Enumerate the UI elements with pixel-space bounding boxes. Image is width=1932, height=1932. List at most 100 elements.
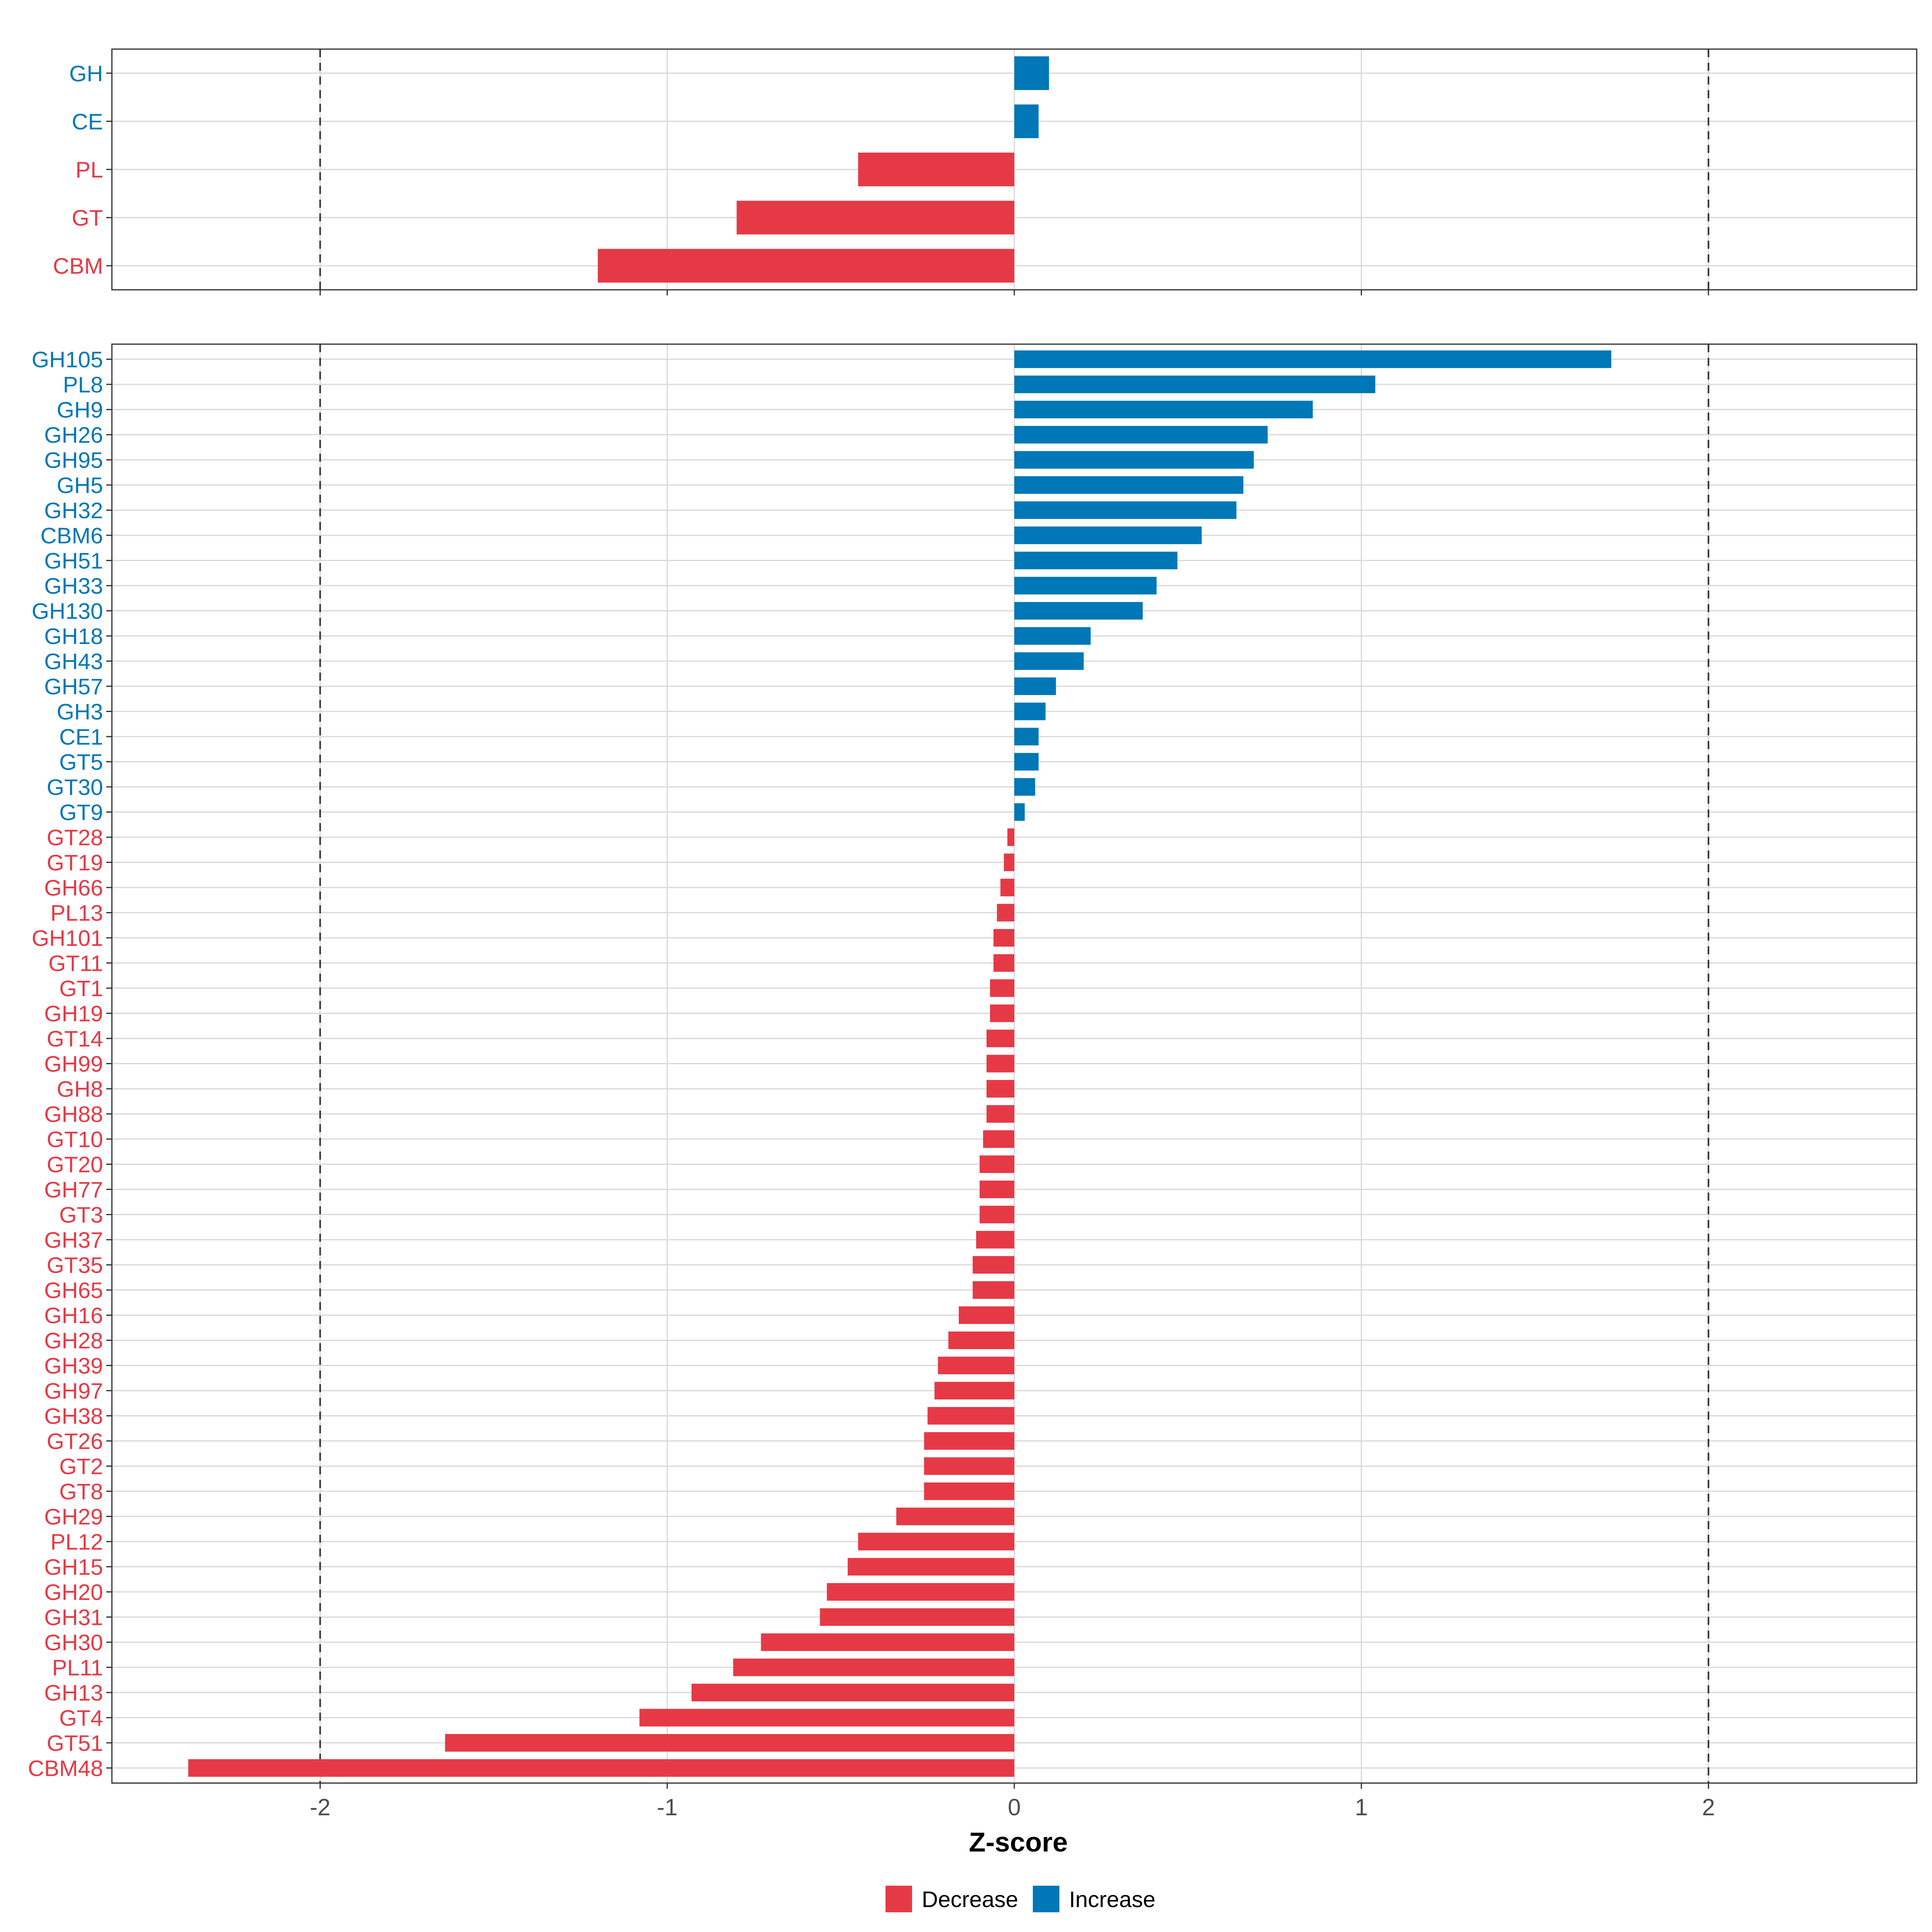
bar-GH51 [1014, 551, 1178, 570]
bar-GH30 [761, 1633, 1014, 1651]
bar-GT30 [1014, 778, 1035, 796]
bar-GT35 [972, 1256, 1014, 1274]
bar-CE1 [1014, 728, 1039, 745]
bar-CBM [598, 249, 1014, 283]
y-tick-label: CE1 [59, 724, 103, 749]
y-tick-label: GT11 [48, 951, 103, 976]
bottom-panel: GH105PL8GH9GH26GH95GH5GH32CBM6GH51GH33GH… [28, 343, 1918, 1784]
bar-GT51 [445, 1734, 1014, 1752]
bar-GH97 [934, 1382, 1014, 1399]
y-tick-label: GH65 [44, 1278, 103, 1303]
bar-GH88 [987, 1105, 1014, 1123]
y-tick-label: GH39 [44, 1353, 103, 1379]
bar-GH39 [938, 1356, 1014, 1375]
y-tick-label: PL11 [52, 1655, 103, 1680]
bar-PL8 [1014, 376, 1375, 393]
y-tick-label: PL12 [50, 1529, 103, 1554]
bar-GH65 [972, 1281, 1014, 1299]
y-tick-label: GT30 [47, 774, 103, 800]
x-tick-label: 1 [1355, 1794, 1368, 1821]
bar-GH19 [990, 1004, 1014, 1022]
bar-CBM6 [1014, 526, 1202, 544]
bar-GT1 [990, 979, 1014, 997]
bar-GH13 [691, 1684, 1014, 1701]
y-tick-label: GH18 [44, 623, 103, 649]
y-tick-label: GH43 [44, 649, 103, 674]
x-axis: -2 -1 0 1 2 [310, 1783, 1715, 1821]
y-tick-label: GH38 [44, 1404, 103, 1429]
y-tick-label: GH16 [44, 1303, 103, 1328]
bar-CBM48 [188, 1759, 1014, 1777]
y-tick-label: GT35 [47, 1253, 103, 1278]
y-tick-label: GT2 [59, 1454, 103, 1479]
y-tick-label: GT20 [47, 1152, 103, 1177]
y-tick-label: PL [76, 157, 103, 182]
y-tick-label: GH37 [44, 1227, 103, 1253]
bar-GT28 [1007, 828, 1014, 846]
bar-GH130 [1014, 602, 1143, 620]
bar-PL [858, 153, 1014, 186]
x-tick-label: -1 [657, 1794, 678, 1821]
y-tick-label: GH33 [44, 573, 103, 599]
y-tick-label: GT14 [47, 1026, 103, 1051]
y-tick-label: GH19 [44, 1001, 103, 1026]
bar-CE [1014, 104, 1039, 138]
y-tick-label: GH77 [44, 1177, 103, 1202]
bar-GH31 [820, 1608, 1014, 1626]
y-tick-label: GT1 [59, 976, 103, 1001]
bar-GT5 [1014, 753, 1039, 771]
bar-GT26 [924, 1432, 1014, 1450]
y-tick-label: GT [72, 205, 103, 231]
x-tick-label: 0 [1008, 1794, 1021, 1821]
y-tick-label: GT4 [59, 1705, 103, 1731]
bar-GH99 [987, 1055, 1014, 1073]
y-tick-label: GH9 [57, 397, 103, 423]
bar-GH105 [1014, 350, 1612, 368]
bar-GT10 [983, 1130, 1014, 1148]
y-tick-label: GH88 [44, 1102, 103, 1127]
bar-PL13 [997, 904, 1014, 922]
y-tick-label: GH8 [57, 1076, 103, 1102]
bar-GH8 [987, 1080, 1014, 1098]
bar-GH20 [827, 1583, 1014, 1601]
y-tick-label: GH5 [57, 473, 103, 498]
legend-label-increase: Increase [1069, 1887, 1156, 1912]
y-tick-label: GH31 [44, 1605, 103, 1630]
bar-GH66 [1000, 879, 1014, 896]
y-tick-label: GH130 [32, 599, 103, 624]
bar-GH32 [1014, 501, 1236, 519]
y-tick-label: GH32 [44, 498, 103, 523]
bar-GT [737, 200, 1014, 235]
y-tick-label: GH26 [44, 422, 103, 448]
bar-GT20 [979, 1155, 1014, 1173]
y-tick-label: CBM48 [28, 1756, 103, 1781]
y-tick-label: GH97 [44, 1378, 103, 1404]
x-tick-label: 2 [1702, 1794, 1715, 1821]
bar-GH28 [948, 1331, 1014, 1349]
bar-GH77 [979, 1181, 1014, 1198]
bar-GT14 [987, 1030, 1014, 1047]
top-panel: GH CE PL GT CBM [53, 48, 1918, 295]
y-tick-label: GH13 [44, 1680, 103, 1705]
bar-GT19 [1004, 853, 1014, 871]
legend-swatch-decrease [886, 1886, 912, 1912]
y-tick-label: CBM [53, 253, 103, 279]
bar-PL11 [733, 1658, 1014, 1676]
legend-label-decrease: Decrease [922, 1887, 1018, 1912]
y-tick-label: PL13 [50, 900, 103, 926]
bar-GT8 [924, 1482, 1014, 1500]
bar-GT11 [993, 954, 1014, 972]
bar-GH3 [1014, 702, 1046, 720]
y-tick-label: CE [72, 109, 103, 134]
bar-GT2 [924, 1457, 1014, 1475]
y-tick-label: GT19 [47, 850, 103, 875]
bar-GH26 [1014, 426, 1268, 444]
y-tick-label: GH95 [44, 448, 103, 473]
bar-GT3 [979, 1205, 1014, 1224]
x-axis-label: Z-score [969, 1827, 1068, 1858]
y-tick-label: CBM6 [40, 523, 103, 548]
bar-GH43 [1014, 652, 1084, 670]
bar-GH15 [848, 1558, 1014, 1576]
y-tick-label: GT8 [59, 1479, 103, 1504]
